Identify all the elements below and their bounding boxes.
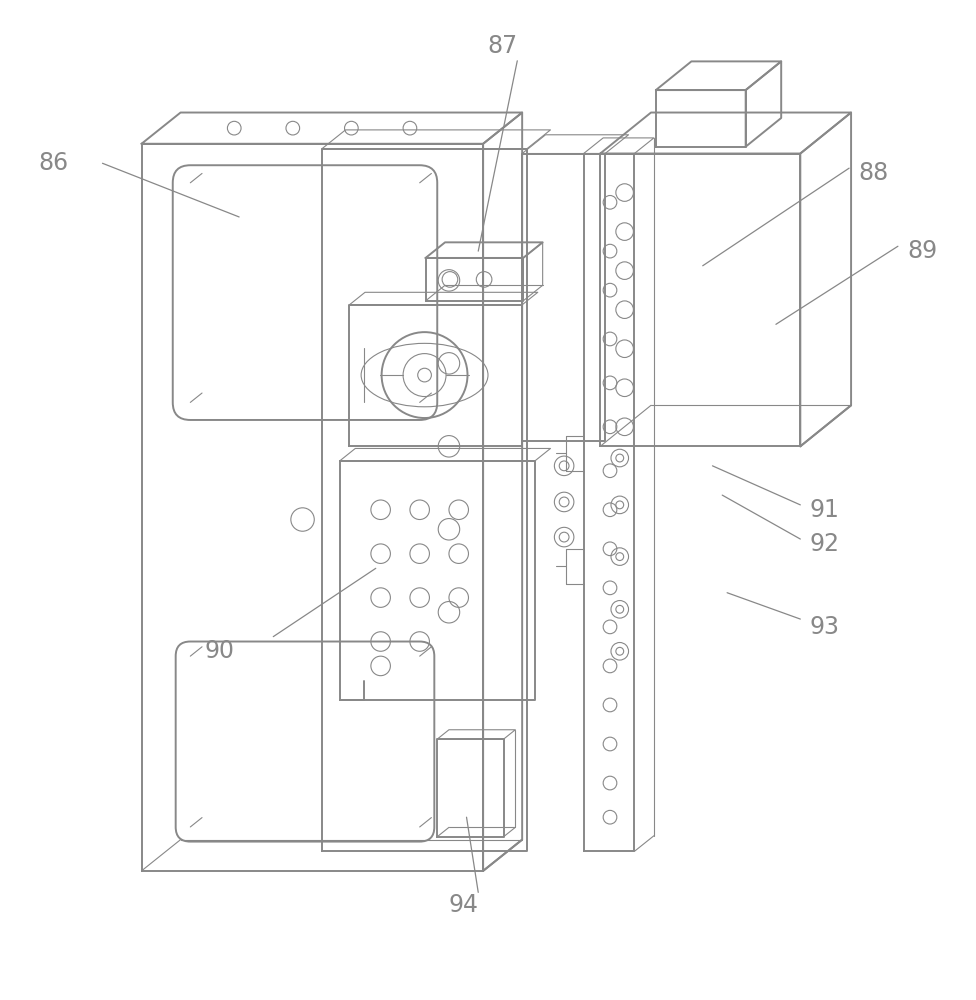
Text: 89: 89 (908, 239, 937, 263)
Text: 86: 86 (39, 151, 68, 175)
Text: 90: 90 (205, 639, 234, 663)
Text: 88: 88 (859, 161, 888, 185)
Text: 94: 94 (449, 893, 478, 917)
Text: 91: 91 (810, 498, 839, 522)
Text: 93: 93 (810, 615, 839, 639)
Text: 92: 92 (810, 532, 839, 556)
Text: 87: 87 (488, 34, 517, 58)
